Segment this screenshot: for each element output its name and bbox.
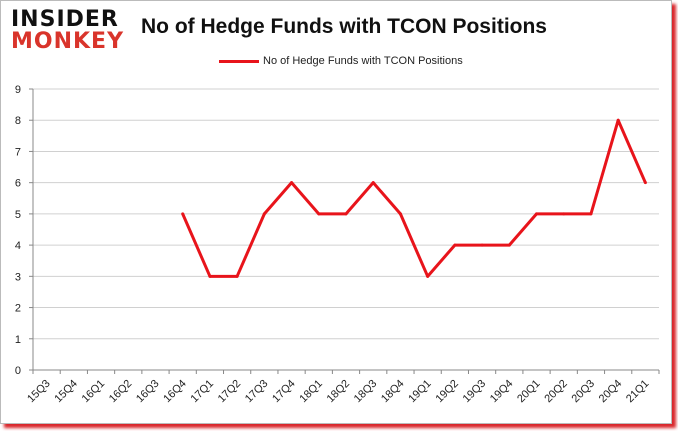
data-point xyxy=(208,274,212,278)
y-tick-label: 2 xyxy=(15,303,21,315)
legend: No of Hedge Funds with TCON Positions xyxy=(219,55,463,67)
data-point xyxy=(616,118,620,122)
series-line xyxy=(181,118,647,278)
data-point xyxy=(181,212,185,216)
legend-swatch xyxy=(219,59,259,63)
x-tick-label: 21Q1 xyxy=(624,378,652,406)
x-tick-label: 16Q4 xyxy=(161,378,189,406)
data-point xyxy=(344,212,348,216)
y-tick-label: 4 xyxy=(15,240,21,252)
x-tick-label: 20Q2 xyxy=(542,378,570,406)
data-point xyxy=(426,274,430,278)
y-tick-label: 0 xyxy=(15,365,21,377)
data-point xyxy=(535,212,539,216)
legend-label: No of Hedge Funds with TCON Positions xyxy=(263,55,463,67)
chart-frame: INSIDER MONKEY No of Hedge Funds with TC… xyxy=(0,0,672,424)
x-tick-label: 18Q1 xyxy=(297,378,325,406)
chart-title: No of Hedge Funds with TCON Positions xyxy=(141,15,547,38)
insider-monkey-logo: INSIDER MONKEY xyxy=(11,9,124,53)
x-tick-label: 16Q2 xyxy=(107,378,135,406)
x-tick-label: 20Q1 xyxy=(515,378,543,406)
logo-line2: MONKEY xyxy=(11,29,125,54)
x-tick-label: 16Q1 xyxy=(80,378,108,406)
y-tick-label: 3 xyxy=(15,271,21,283)
data-point xyxy=(643,181,647,185)
x-tick-label: 19Q2 xyxy=(433,378,461,406)
x-tick-label: 20Q4 xyxy=(597,378,625,406)
y-tick-label: 6 xyxy=(15,178,21,190)
x-tick-label: 17Q4 xyxy=(270,378,298,406)
x-tick-label: 15Q3 xyxy=(25,378,53,406)
data-point xyxy=(562,212,566,216)
data-point xyxy=(317,212,321,216)
data-point xyxy=(371,181,375,185)
x-tick-label: 17Q2 xyxy=(216,378,244,406)
x-tick-label: 19Q4 xyxy=(488,378,516,406)
x-tick-label: 15Q4 xyxy=(52,378,80,406)
data-point xyxy=(589,212,593,216)
data-point xyxy=(480,243,484,247)
x-tick-label: 17Q1 xyxy=(189,378,217,406)
data-point xyxy=(235,274,239,278)
y-tick-label: 8 xyxy=(15,115,21,127)
x-tick-label: 19Q3 xyxy=(461,378,489,406)
x-tick-label: 17Q3 xyxy=(243,378,271,406)
data-point xyxy=(507,243,511,247)
data-point xyxy=(453,243,457,247)
x-tick-label: 20Q3 xyxy=(570,378,598,406)
y-tick-label: 5 xyxy=(15,209,21,221)
y-tick-label: 1 xyxy=(15,334,21,346)
y-tick-label: 7 xyxy=(15,146,21,158)
x-tick-label: 18Q4 xyxy=(379,378,407,406)
data-point xyxy=(290,181,294,185)
data-point xyxy=(262,212,266,216)
logo-line1: INSIDER xyxy=(11,7,119,32)
x-tick-label: 18Q3 xyxy=(352,378,380,406)
data-point xyxy=(398,212,402,216)
x-tick-label: 19Q1 xyxy=(406,378,434,406)
x-tick-label: 16Q3 xyxy=(134,378,162,406)
x-tick-label: 18Q2 xyxy=(325,378,353,406)
y-tick-label: 9 xyxy=(15,84,21,96)
